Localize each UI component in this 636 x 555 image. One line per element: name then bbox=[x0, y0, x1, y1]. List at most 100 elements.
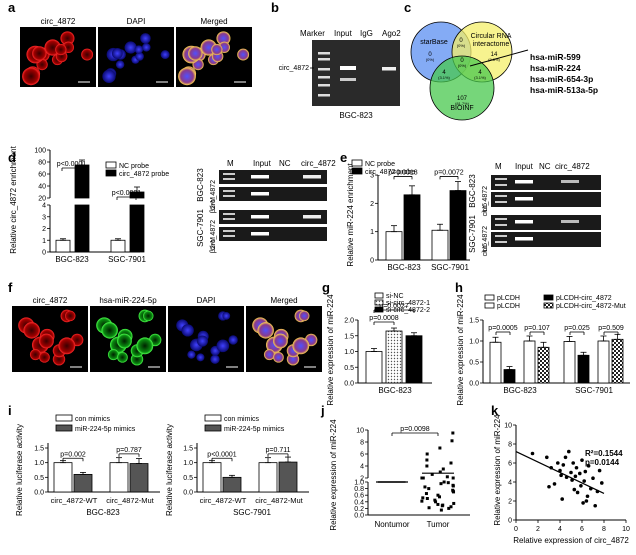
bar-1-1 bbox=[278, 461, 298, 493]
gel-band bbox=[340, 66, 356, 70]
legend-swatch bbox=[204, 414, 222, 422]
gel-band bbox=[515, 197, 533, 201]
data-point bbox=[423, 485, 427, 489]
y-tick-label: 8 bbox=[360, 440, 364, 447]
panel-b-header: Input bbox=[334, 29, 353, 38]
y-tick-label: 2 bbox=[360, 476, 364, 483]
gel-band bbox=[495, 178, 507, 180]
venn-region-count: 107 bbox=[457, 96, 468, 102]
p-value-label: p<0.0001 bbox=[57, 161, 86, 168]
legend-label: miR-224-5p mimics bbox=[75, 426, 136, 433]
gel-band bbox=[303, 175, 321, 179]
panel-b-row-label: circ_4872 bbox=[279, 65, 309, 72]
y-tick-label: 0.5 bbox=[344, 365, 354, 372]
gel-header: NC bbox=[539, 162, 551, 171]
gel-band bbox=[318, 68, 330, 71]
regression-line bbox=[515, 451, 605, 494]
panel-f-cell bbox=[210, 354, 220, 364]
legend-label: circ_4872 probe bbox=[119, 171, 169, 178]
panel-f-cell bbox=[23, 322, 40, 339]
data-point bbox=[439, 482, 443, 486]
y-tick-label: 0.0 bbox=[344, 381, 354, 388]
p-value-label: p=0.711 bbox=[266, 447, 291, 454]
gel-band bbox=[223, 218, 235, 220]
panel-letter-d: d bbox=[8, 150, 16, 165]
gel-band bbox=[495, 224, 507, 226]
data-point bbox=[451, 431, 455, 435]
gel-band bbox=[318, 94, 330, 97]
y-tick-label: 4 bbox=[42, 203, 46, 210]
bar-0 bbox=[365, 351, 383, 384]
legend-swatch bbox=[543, 294, 554, 301]
venn-region-pct: (81.7%) bbox=[455, 101, 470, 106]
y-tick-label: 1 bbox=[42, 238, 46, 245]
p-value-label: p=0.0005 bbox=[488, 325, 517, 332]
y-tick-label: 2 bbox=[508, 499, 512, 506]
x-tick-label: SGC-7901 bbox=[431, 263, 469, 272]
y-tick-label: 0.4 bbox=[354, 499, 364, 506]
bar-1-0 bbox=[431, 229, 449, 261]
panel-f-cell bbox=[107, 349, 119, 361]
mirna-label: hsa-miR-654-3p bbox=[530, 74, 593, 84]
gel-row-label: circ_4872 bbox=[482, 186, 489, 216]
panel-f-title: circ_4872 bbox=[33, 296, 68, 305]
legend-swatch bbox=[484, 302, 495, 309]
panel-b-header: Ago2 bbox=[382, 29, 401, 38]
data-point bbox=[446, 481, 450, 485]
panel-a-cell bbox=[60, 31, 75, 46]
data-point bbox=[452, 501, 456, 505]
gel-lane-row bbox=[491, 192, 601, 207]
venn-arrow bbox=[469, 49, 529, 67]
y-tick-label: 1.0 bbox=[183, 460, 193, 467]
data-point bbox=[583, 469, 588, 474]
x-tick-label: SGC-7901 bbox=[108, 255, 146, 264]
panel-f-cell bbox=[181, 324, 194, 337]
bar-0-1 bbox=[222, 476, 242, 493]
panel-a-cell bbox=[22, 67, 40, 86]
y-tick-label: 2.0 bbox=[344, 318, 354, 325]
mirna-label: hsa-miR-224 bbox=[530, 63, 581, 73]
panel-f-cell bbox=[39, 351, 50, 363]
x-tick-label: BGC-823 bbox=[503, 386, 537, 395]
p-value-label: p=0.0144 bbox=[585, 458, 620, 467]
data-point bbox=[430, 472, 434, 476]
y-tick-label: 0.0 bbox=[354, 513, 364, 520]
data-point bbox=[440, 504, 444, 508]
bar-0-2 bbox=[523, 340, 536, 384]
panel-f-cell bbox=[273, 351, 284, 363]
bar-1-0 bbox=[109, 462, 129, 493]
panel-letter-c: c bbox=[404, 0, 411, 15]
venn-region-pct: (0%) bbox=[457, 43, 466, 48]
y-tick-label: 6 bbox=[360, 452, 364, 459]
panel-f-cell bbox=[117, 351, 128, 363]
legend-label: pLCDH bbox=[497, 295, 520, 302]
y-axis-label: Relative expression of miR-224 bbox=[456, 294, 465, 406]
y-tick-label: 0.0 bbox=[34, 490, 44, 497]
panel-a-cell bbox=[140, 33, 151, 44]
panel-a-cell bbox=[211, 43, 223, 56]
x-tick-label: 6 bbox=[580, 526, 584, 533]
panel-a-cell bbox=[111, 48, 123, 59]
panel-a-cell bbox=[81, 48, 94, 61]
bar-1-0 bbox=[110, 239, 126, 253]
gel-band bbox=[561, 180, 579, 183]
gel-band bbox=[515, 220, 533, 224]
x-tick-label: BGC-823 bbox=[378, 386, 412, 395]
panel-f-cell bbox=[117, 333, 132, 349]
legend-swatch bbox=[374, 299, 384, 306]
legend-label: si-circ_4872-2 bbox=[386, 307, 430, 314]
gel-row-label: circ_4872 bbox=[482, 226, 489, 256]
y-tick-label: 0.5 bbox=[469, 360, 479, 367]
data-point bbox=[425, 464, 429, 468]
data-point bbox=[552, 482, 557, 486]
y-tick-label: 10 bbox=[504, 423, 512, 430]
bar-0-1 bbox=[403, 194, 421, 261]
y-tick-label: 80 bbox=[38, 160, 46, 167]
data-point bbox=[427, 487, 431, 491]
data-point bbox=[438, 495, 442, 499]
gel-lane-row bbox=[219, 227, 327, 241]
data-point bbox=[571, 461, 575, 465]
bar-2 bbox=[405, 335, 423, 384]
y-tick-label: 4 bbox=[508, 480, 512, 487]
data-point bbox=[439, 508, 443, 512]
